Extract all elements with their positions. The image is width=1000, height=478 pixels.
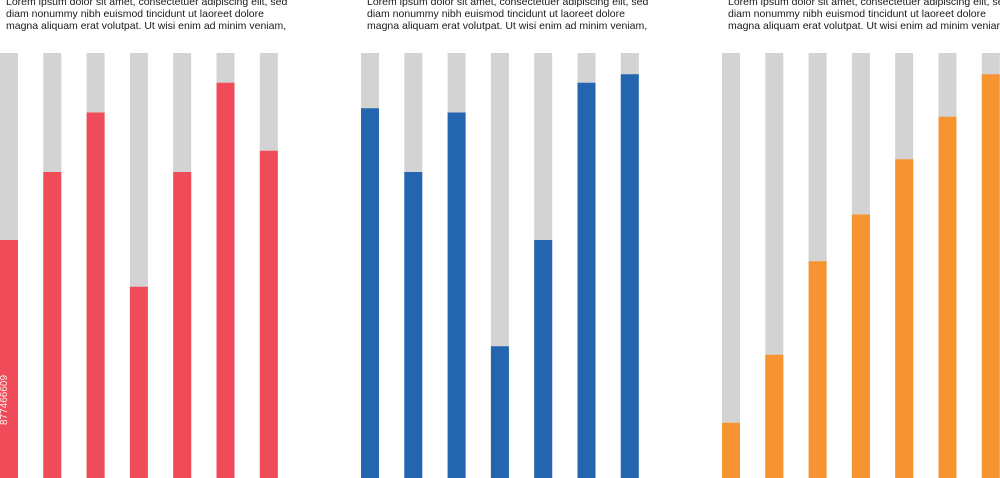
chart-panel-2: Lorem ipsum dolor sit amet, consectetuer… — [361, 0, 651, 478]
bar-5 — [895, 159, 914, 478]
bar-1 — [361, 108, 379, 478]
bar-chart-1 — [0, 53, 278, 478]
chart-panel-3: Lorem ipsum dolor sit amet, consectetuer… — [722, 0, 1000, 478]
bar-7 — [259, 150, 278, 478]
bar-2 — [765, 354, 784, 478]
bar-5 — [534, 240, 553, 478]
bar-3 — [447, 112, 466, 478]
panel-3-text: Lorem ipsum dolor sit amet, consectetuer… — [728, 0, 1000, 33]
bar-3 — [86, 112, 105, 478]
bar-7 — [620, 74, 639, 478]
bar-3 — [808, 261, 827, 478]
panel-2-text: Lorem ipsum dolor sit amet, consectetuer… — [367, 0, 649, 33]
bar-5 — [173, 172, 192, 478]
bar-4 — [490, 346, 509, 478]
bar-6 — [577, 82, 596, 478]
bar-7 — [981, 74, 1000, 478]
bar-chart-2 — [361, 53, 639, 478]
panel-1-text: Lorem ipsum dolor sit amet, consectetuer… — [6, 0, 288, 33]
chart-panel-1: Lorem ipsum dolor sit amet, consectetuer… — [0, 0, 290, 478]
bar-6 — [938, 116, 957, 478]
watermark-id: 877466609 — [0, 374, 10, 426]
bar-track-1 — [722, 53, 740, 478]
bar-chart-3 — [722, 53, 1000, 478]
bar-4 — [851, 214, 870, 478]
bar-1 — [0, 240, 18, 478]
bar-2 — [43, 172, 62, 478]
bar-4 — [129, 286, 148, 478]
bar-1 — [722, 422, 740, 478]
bar-2 — [404, 172, 423, 478]
bar-6 — [216, 82, 235, 478]
